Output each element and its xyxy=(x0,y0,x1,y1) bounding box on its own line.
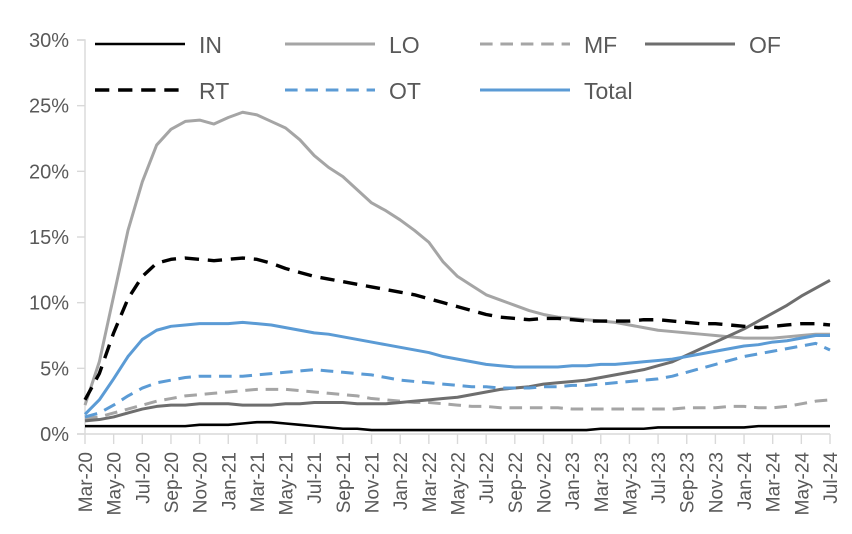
x-tick-label: Sep-21 xyxy=(334,452,355,513)
x-tick-label: May-23 xyxy=(620,452,641,515)
x-tick-label: Jul-23 xyxy=(649,452,670,504)
x-tick-label: Mar-21 xyxy=(248,452,269,512)
y-tick-label: 10% xyxy=(29,293,69,315)
legend-label-ot: OT xyxy=(389,78,421,104)
legend-label-of: OF xyxy=(749,32,781,58)
x-tick-label: Sep-23 xyxy=(678,452,699,513)
x-tick-label: Nov-22 xyxy=(534,452,555,513)
legend-label-total: Total xyxy=(584,78,633,104)
x-tick-label: Jan-21 xyxy=(219,452,240,510)
chart-legend: IN LO MF OF RT OT Total xyxy=(95,32,781,104)
x-tick-label: May-21 xyxy=(277,452,298,515)
series-line-of xyxy=(84,279,831,423)
series-line-rt xyxy=(83,256,831,401)
x-tick-label: Jan-23 xyxy=(563,452,584,510)
x-tick-label: Jan-22 xyxy=(391,452,412,510)
legend-label-lo: LO xyxy=(389,32,420,58)
x-tick-label: Nov-21 xyxy=(363,452,384,513)
series-line-total xyxy=(83,320,830,416)
x-tick-label: Jul-21 xyxy=(305,452,326,504)
x-tick-label: May-20 xyxy=(105,452,126,515)
x-tick-label: Jul-20 xyxy=(133,452,154,504)
y-tick-label: 0% xyxy=(40,424,69,446)
x-tick-label: Jul-24 xyxy=(821,452,842,504)
series-line-in xyxy=(85,420,830,432)
x-tick-label: May-22 xyxy=(449,452,470,515)
x-tick-label: Mar-23 xyxy=(592,452,613,512)
y-tick-label: 30% xyxy=(29,30,69,52)
series-line-lo xyxy=(83,110,830,406)
y-tick-label: 15% xyxy=(29,227,69,249)
y-tick-label: 25% xyxy=(29,96,69,118)
series-group xyxy=(83,110,831,432)
x-tick-label: Jan-24 xyxy=(735,452,756,511)
x-tick-label: Mar-24 xyxy=(764,452,785,513)
x-tick-label: Nov-23 xyxy=(706,452,727,513)
x-tick-label: Nov-20 xyxy=(191,452,212,513)
series-line-ot xyxy=(84,341,831,419)
legend-label-mf: MF xyxy=(584,32,617,58)
x-tick-label: Mar-20 xyxy=(76,452,97,512)
x-tick-label: Sep-22 xyxy=(506,452,527,513)
series-line-mf xyxy=(84,387,831,420)
x-tick-label: Jul-22 xyxy=(477,452,498,504)
legend-label-in: IN xyxy=(199,32,222,58)
y-axis: 0% 5% 10% 15% 20% 25% 30% xyxy=(29,30,86,446)
x-tick-label: Sep-20 xyxy=(162,452,183,513)
x-tick-label: May-24 xyxy=(792,452,813,516)
x-axis: Mar-20 May-20 Jul-20 Sep-20 Nov-20 Jan-21 Mar-… xyxy=(76,433,842,516)
legend-label-rt: RT xyxy=(199,78,229,104)
x-tick-label: Mar-22 xyxy=(420,452,441,512)
y-tick-label: 5% xyxy=(40,358,69,380)
y-tick-label: 20% xyxy=(29,161,69,183)
